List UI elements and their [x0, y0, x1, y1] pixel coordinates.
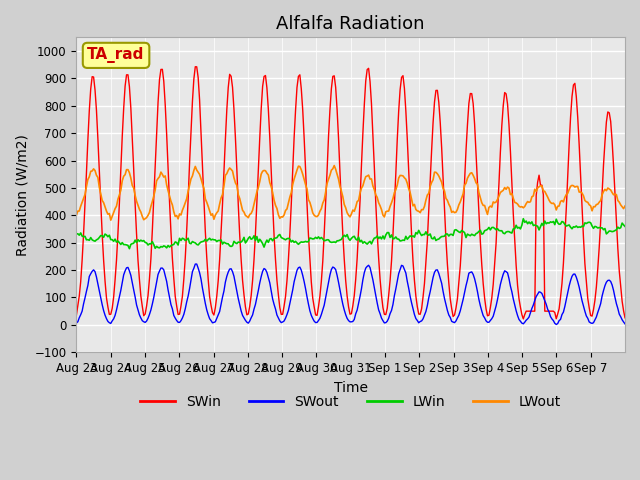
Y-axis label: Radiation (W/m2): Radiation (W/m2): [15, 134, 29, 256]
Title: Alfalfa Radiation: Alfalfa Radiation: [276, 15, 425, 33]
X-axis label: Time: Time: [333, 381, 368, 395]
Legend: SWin, SWout, LWin, LWout: SWin, SWout, LWin, LWout: [134, 389, 566, 415]
Text: TA_rad: TA_rad: [88, 48, 145, 63]
